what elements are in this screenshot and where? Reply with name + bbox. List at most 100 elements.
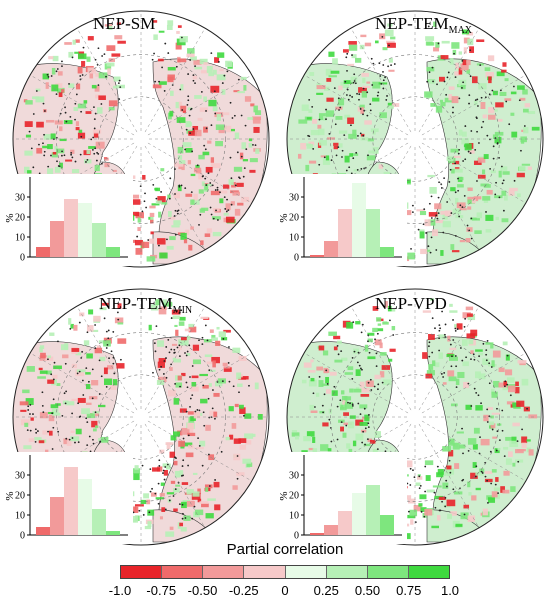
significance-dot <box>468 94 471 97</box>
correlation-patch <box>172 315 180 320</box>
significance-dot <box>475 116 478 119</box>
correlation-patch <box>243 85 247 91</box>
correlation-patch <box>181 502 187 506</box>
correlation-patch <box>178 339 188 346</box>
correlation-patch <box>223 212 229 216</box>
correlation-patch <box>472 462 477 468</box>
significance-dot <box>164 466 167 468</box>
correlation-patch <box>77 397 86 403</box>
significance-dot <box>353 350 356 353</box>
significance-dot <box>335 154 338 157</box>
correlation-patch <box>154 187 158 191</box>
significance-dot <box>86 444 89 447</box>
correlation-patch <box>521 378 529 386</box>
correlation-patch <box>515 381 519 387</box>
correlation-patch <box>241 196 250 202</box>
significance-dot <box>167 52 170 54</box>
significance-dot <box>118 79 121 82</box>
significance-dot <box>27 405 30 408</box>
correlation-patch <box>186 501 195 507</box>
correlation-patch <box>467 314 476 321</box>
correlation-patch <box>408 498 416 504</box>
correlation-patch <box>146 256 156 262</box>
correlation-patch <box>438 496 446 500</box>
correlation-patch <box>175 101 181 109</box>
significance-dot <box>458 149 461 151</box>
significance-dot <box>221 82 224 84</box>
correlation-patch <box>257 414 263 420</box>
correlation-patch <box>144 525 152 530</box>
significance-dot <box>448 181 451 183</box>
correlation-patch <box>107 365 114 370</box>
correlation-patch <box>222 362 228 367</box>
correlation-patch <box>204 233 211 237</box>
correlation-patch <box>361 91 368 98</box>
correlation-patch <box>81 60 86 67</box>
significance-dot <box>174 233 177 236</box>
significance-dot <box>236 151 239 154</box>
significance-dot <box>422 223 425 226</box>
significance-dot <box>27 409 30 411</box>
significance-dot <box>439 327 442 330</box>
correlation-patch <box>158 211 162 218</box>
correlation-patch <box>198 189 204 194</box>
correlation-patch <box>202 151 210 156</box>
correlation-patch <box>150 216 154 222</box>
correlation-patch <box>86 150 90 155</box>
significance-dot <box>486 340 489 342</box>
correlation-patch <box>70 323 74 329</box>
significance-dot <box>32 113 35 115</box>
significance-dot <box>354 82 357 85</box>
significance-dot <box>448 459 451 462</box>
correlation-patch <box>473 427 480 434</box>
correlation-patch <box>330 70 340 74</box>
correlation-patch <box>147 509 155 516</box>
correlation-patch <box>438 334 446 339</box>
significance-dot <box>227 362 230 364</box>
correlation-patch <box>193 411 201 419</box>
significance-dot <box>182 437 185 440</box>
correlation-patch <box>500 486 505 493</box>
significance-dot <box>523 125 526 127</box>
correlation-patch <box>223 217 228 223</box>
correlation-patch <box>308 379 317 387</box>
correlation-patch <box>36 121 44 128</box>
significance-dot <box>237 78 240 81</box>
correlation-patch <box>173 220 181 226</box>
correlation-patch <box>461 29 470 35</box>
significance-dot <box>439 509 442 512</box>
meridian-line <box>350 306 412 411</box>
correlation-patch <box>94 347 103 354</box>
correlation-patch <box>333 146 339 150</box>
correlation-patch <box>194 509 204 516</box>
significance-dot <box>444 323 447 326</box>
correlation-patch <box>68 51 74 58</box>
correlation-patch <box>175 484 181 487</box>
significance-dot <box>450 212 453 214</box>
correlation-patch <box>70 430 75 433</box>
correlation-patch <box>514 459 524 463</box>
correlation-patch <box>245 440 252 445</box>
significance-dot <box>228 346 230 348</box>
correlation-patch <box>301 379 307 384</box>
correlation-patch <box>232 191 240 196</box>
significance-dot <box>447 71 450 74</box>
correlation-patch <box>234 132 240 139</box>
significance-dot <box>153 52 155 55</box>
correlation-patch <box>495 102 504 108</box>
significance-dot <box>347 98 350 101</box>
correlation-patch <box>187 48 195 54</box>
significance-dot <box>64 362 67 365</box>
correlation-patch <box>174 470 181 478</box>
significance-dot <box>157 482 160 485</box>
correlation-patch <box>38 367 43 371</box>
correlation-patch <box>482 358 490 366</box>
significance-dot <box>119 86 122 89</box>
correlation-patch <box>318 380 324 387</box>
significance-dot <box>189 132 191 135</box>
correlation-patch <box>441 471 447 476</box>
correlation-patch <box>504 369 513 376</box>
correlation-patch <box>459 444 466 449</box>
significance-dot <box>162 472 164 474</box>
correlation-patch <box>211 334 216 338</box>
